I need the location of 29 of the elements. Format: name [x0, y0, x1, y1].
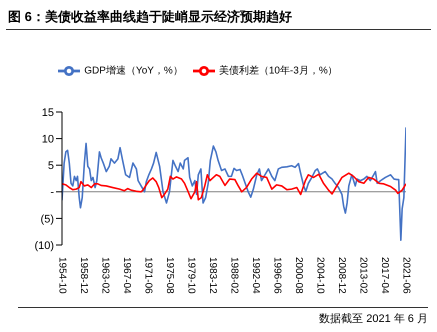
x-tick-label: 2021-06: [400, 257, 412, 294]
line-series: [62, 126, 406, 242]
legend-label: GDP增速（YoY，%）: [84, 66, 183, 77]
text: 数据截至 2021 年 6 月: [319, 312, 428, 326]
x-tick-label: 1954-10: [56, 257, 68, 294]
y-tick-label: -: [50, 186, 54, 199]
x-tick-label: 2004-10: [314, 257, 326, 294]
x-tick-label: 2017-04: [379, 257, 390, 294]
x-tick-label: 2000-08: [293, 257, 304, 294]
x-tick-label: 1983-12: [207, 257, 218, 294]
x-tick-label: 1992-04: [250, 257, 261, 294]
x-tick-label: 1967-04: [120, 257, 132, 294]
x-tick-label: 1971-06: [142, 257, 154, 294]
y-tick-label: 5: [48, 160, 54, 172]
chart-title: 图 6：美债收益率曲线趋于陡峭显示经济预期趋好: [8, 8, 292, 26]
line-series: [62, 172, 406, 201]
x-tick-label: 1958-12: [78, 257, 89, 294]
x-tick-label: 1996-06: [272, 257, 283, 294]
y-tick-label: (10): [34, 240, 54, 252]
y-tick-label: 15: [42, 106, 54, 119]
x-tick-label: 1979-10: [185, 257, 196, 294]
x-tick-label: 1963-02: [100, 257, 111, 294]
y-tick-label: (5): [40, 213, 54, 226]
y-tick-label: 10: [42, 134, 54, 146]
x-tick-label: 1975-08: [164, 257, 175, 294]
x-tick-label: 1988-02: [228, 257, 240, 294]
x-tick-label: 2013-02: [358, 257, 369, 294]
x-tick-label: 2008-12: [336, 257, 348, 294]
legend-label: 美债利差（10年-3月，%）: [218, 66, 338, 77]
